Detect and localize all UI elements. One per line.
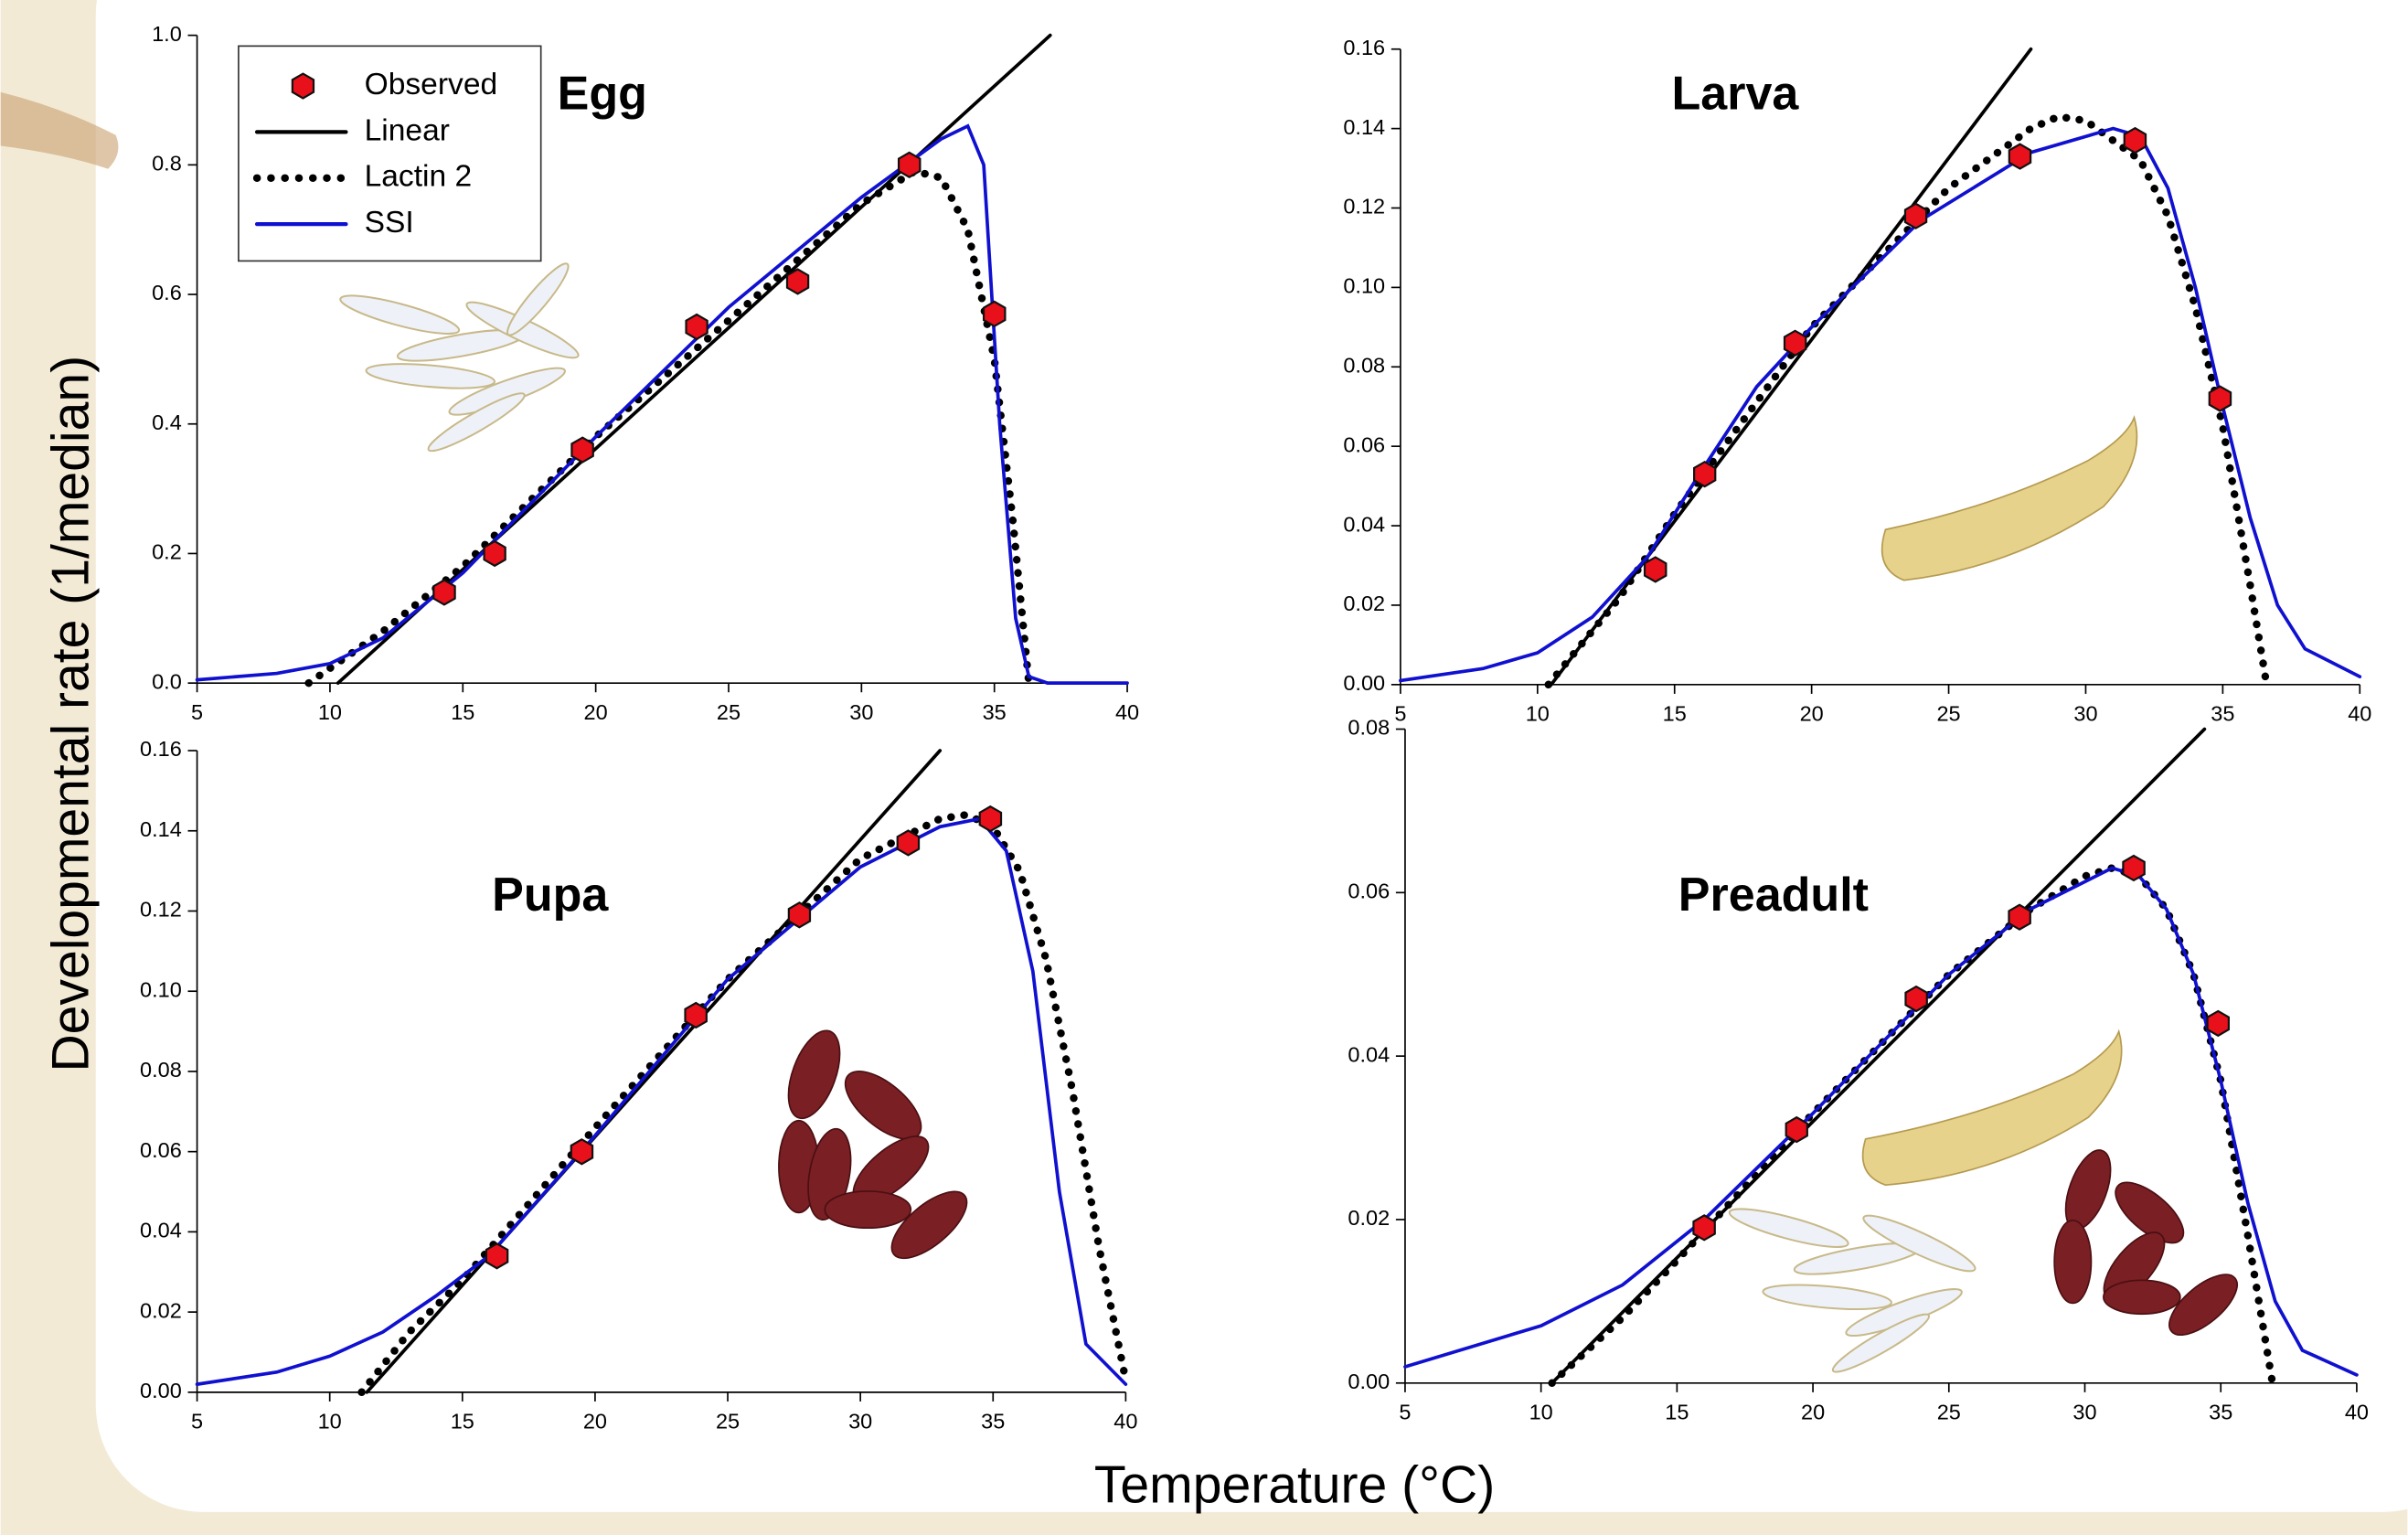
x-tick-label: 40 xyxy=(1113,1410,1137,1434)
y-tick-label: 0.16 xyxy=(1343,36,1385,59)
x-tick-label: 35 xyxy=(983,700,1007,724)
x-tick-label: 35 xyxy=(2209,1401,2232,1424)
y-tick-label: 0.12 xyxy=(1343,195,1385,219)
figure: Developmental rate (1/median) Temperatur… xyxy=(0,0,2408,1535)
observed-point xyxy=(486,1243,507,1268)
observed-point xyxy=(1785,331,1806,356)
y-tick-label: 0.00 xyxy=(1343,671,1385,695)
observed-point xyxy=(1905,986,1926,1011)
x-axis-label: Temperature (°C) xyxy=(1094,1456,1495,1515)
observed-point xyxy=(789,902,810,927)
x-tick-label: 20 xyxy=(1801,1401,1825,1424)
y-tick-label: 0.00 xyxy=(1348,1370,1390,1393)
observed-point xyxy=(2123,856,2144,880)
y-tick-label: 0.0 xyxy=(152,669,182,693)
x-tick-label: 10 xyxy=(1529,1401,1553,1424)
observed-point xyxy=(899,153,920,177)
y-tick-label: 0.16 xyxy=(140,737,182,761)
y-tick-label: 0.06 xyxy=(140,1138,182,1162)
x-tick-label: 30 xyxy=(2073,702,2097,726)
legend-marker xyxy=(293,74,314,99)
legend-label: Linear xyxy=(365,113,450,147)
observed-point xyxy=(787,269,808,293)
observed-point xyxy=(571,438,592,463)
legend-label: Observed xyxy=(365,68,498,101)
x-tick-label: 40 xyxy=(2348,702,2371,726)
x-tick-label: 5 xyxy=(191,700,203,724)
y-tick-label: 0.02 xyxy=(1343,592,1385,615)
x-tick-label: 15 xyxy=(1665,1401,1689,1424)
x-tick-label: 15 xyxy=(451,700,474,724)
y-tick-label: 0.02 xyxy=(1348,1206,1390,1230)
y-axis-label: Developmental rate (1/median) xyxy=(41,356,100,1072)
observed-point xyxy=(2210,387,2231,411)
observed-point xyxy=(984,302,1005,326)
observed-point xyxy=(485,541,506,566)
x-tick-label: 20 xyxy=(583,1410,607,1434)
panel-title: Larva xyxy=(1672,68,1800,121)
x-tick-label: 35 xyxy=(2211,702,2234,726)
y-tick-label: 0.8 xyxy=(152,152,182,176)
y-tick-label: 0.06 xyxy=(1343,432,1385,456)
y-tick-label: 0.10 xyxy=(1343,274,1385,298)
x-tick-label: 5 xyxy=(1394,702,1406,726)
observed-point xyxy=(980,806,1001,831)
x-tick-label: 20 xyxy=(584,700,608,724)
observed-point xyxy=(571,1139,592,1164)
x-tick-label: 10 xyxy=(318,1410,342,1434)
y-tick-label: 0.08 xyxy=(1343,353,1385,377)
observed-point xyxy=(1693,1215,1714,1240)
legend-label: Lactin 2 xyxy=(365,160,473,194)
x-tick-label: 15 xyxy=(1663,702,1687,726)
x-tick-label: 15 xyxy=(451,1410,474,1434)
x-tick-label: 25 xyxy=(716,1410,740,1434)
y-tick-label: 0.12 xyxy=(140,898,182,922)
x-tick-label: 25 xyxy=(717,700,741,724)
x-tick-label: 30 xyxy=(848,1410,872,1434)
panel-title: Pupa xyxy=(492,869,609,922)
observed-point xyxy=(2125,128,2146,153)
observed-point xyxy=(2009,144,2030,169)
observed-point xyxy=(2008,905,2030,930)
panel-title: Egg xyxy=(558,68,647,121)
observed-point xyxy=(1905,204,1926,229)
y-tick-label: 0.08 xyxy=(1348,716,1390,740)
y-tick-label: 0.04 xyxy=(1343,512,1385,536)
observed-point xyxy=(2208,1011,2229,1036)
y-tick-label: 0.14 xyxy=(1343,115,1385,139)
y-tick-label: 0.06 xyxy=(1348,879,1390,903)
x-tick-label: 30 xyxy=(2072,1401,2096,1424)
observed-point xyxy=(898,831,919,856)
observed-point xyxy=(433,580,454,604)
x-tick-label: 5 xyxy=(1399,1401,1411,1424)
x-tick-label: 40 xyxy=(1115,700,1139,724)
y-tick-label: 0.08 xyxy=(140,1058,182,1082)
x-tick-label: 10 xyxy=(1526,702,1550,726)
y-tick-label: 0.14 xyxy=(140,817,182,841)
observed-point xyxy=(1645,557,1666,581)
x-tick-label: 40 xyxy=(2345,1401,2369,1424)
x-tick-label: 30 xyxy=(849,700,873,724)
observed-point xyxy=(687,314,708,339)
y-tick-label: 0.10 xyxy=(140,977,182,1001)
y-tick-label: 0.02 xyxy=(140,1298,182,1322)
legend-label: SSI xyxy=(365,206,414,240)
y-tick-label: 0.4 xyxy=(152,410,182,434)
y-tick-label: 0.6 xyxy=(152,281,182,304)
x-tick-label: 25 xyxy=(1937,1401,1961,1424)
panel-title: Preadult xyxy=(1678,869,1869,922)
observed-point xyxy=(1694,462,1715,486)
x-tick-label: 25 xyxy=(1936,702,1960,726)
x-tick-label: 10 xyxy=(318,700,342,724)
y-tick-label: 0.04 xyxy=(140,1219,182,1242)
observed-point xyxy=(685,1003,706,1028)
x-tick-label: 5 xyxy=(191,1410,203,1434)
y-tick-label: 0.00 xyxy=(140,1379,182,1402)
y-tick-label: 0.04 xyxy=(1348,1042,1390,1066)
observed-point xyxy=(1786,1117,1807,1142)
y-tick-label: 0.2 xyxy=(152,540,182,564)
y-tick-label: 1.0 xyxy=(152,22,182,46)
x-tick-label: 20 xyxy=(1800,702,1824,726)
x-tick-label: 35 xyxy=(981,1410,1005,1434)
